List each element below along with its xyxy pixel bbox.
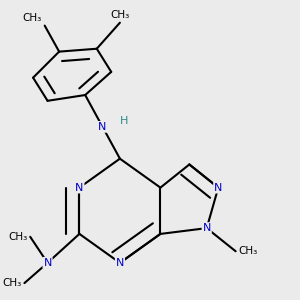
Text: CH₃: CH₃: [2, 278, 22, 288]
Text: H: H: [120, 116, 128, 126]
Text: N: N: [116, 258, 124, 268]
Text: N: N: [214, 183, 223, 193]
Text: N: N: [98, 122, 107, 132]
Text: CH₃: CH₃: [22, 13, 42, 23]
Text: N: N: [44, 258, 52, 268]
Text: CH₃: CH₃: [238, 246, 258, 256]
Text: CH₃: CH₃: [8, 232, 27, 242]
Text: CH₃: CH₃: [110, 10, 130, 20]
Text: N: N: [202, 223, 211, 233]
Text: N: N: [75, 183, 84, 193]
